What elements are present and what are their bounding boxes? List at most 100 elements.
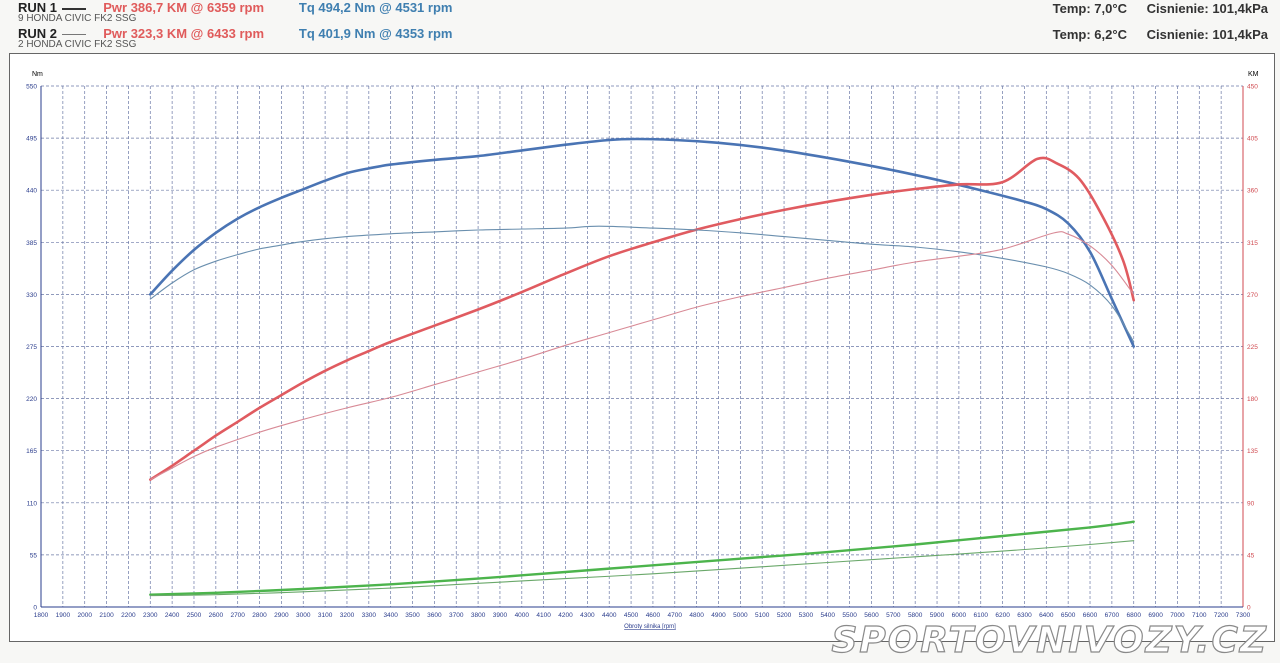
y-right-tick-label: 270: [1247, 292, 1258, 299]
x-tick-label: 5800: [908, 612, 923, 619]
x-tick-label: 2400: [165, 612, 180, 619]
x-tick-label: 2000: [77, 612, 92, 619]
y-left-tick-label: 495: [26, 136, 37, 143]
x-tick-label: 2700: [230, 612, 245, 619]
x-tick-label: 4500: [624, 612, 639, 619]
x-tick-label: 6900: [1148, 612, 1163, 619]
run1-row: RUN 1 Pwr 386,7 KM @ 6359 rpm Tq 494,2 N…: [18, 0, 452, 15]
x-tick-label: 3000: [296, 612, 311, 619]
series-line-loss-run-2: [149, 540, 1135, 597]
x-tick-label: 5300: [799, 612, 814, 619]
y-left-tick-label: 385: [26, 240, 37, 247]
x-tick-label: 6400: [1039, 612, 1054, 619]
series-line-tq-run-1: [149, 137, 1135, 348]
run1-line-swatch: [61, 7, 86, 10]
x-tick-label: 7300: [1236, 612, 1251, 619]
series-line-pwr-run-1: [149, 156, 1135, 481]
y-left-tick-label: 220: [26, 396, 37, 403]
x-tick-label: 2300: [143, 612, 158, 619]
x-tick-label: 5900: [930, 612, 945, 619]
y-left-tick-label: 330: [26, 292, 37, 299]
x-tick-label: 4400: [602, 612, 617, 619]
x-tick-label: 1800: [34, 612, 49, 619]
x-tick-label: 6500: [1061, 612, 1076, 619]
run1-temp: Temp: 7,0°C: [1052, 1, 1127, 16]
x-tick-label: 3600: [427, 612, 442, 619]
x-tick-label: 5100: [755, 612, 770, 619]
x-tick-label: 6800: [1126, 612, 1141, 619]
run1-subtitle: 9 HONDA CIVIC FK2 SSG: [18, 13, 137, 24]
run1-conditions: Temp: 7,0°C Cisnienie: 101,4kPa: [1037, 1, 1268, 16]
y-right-tick-label: 45: [1247, 552, 1255, 559]
run2-name: RUN 2: [18, 26, 58, 41]
dyno-chart-frame: 1800 1900 2000 2100 2200 2300 2400 2500 2600 2700…: [9, 53, 1275, 642]
run1-pressure: Cisnienie: 101,4kPa: [1146, 1, 1268, 16]
y-right-tick-label: 360: [1247, 188, 1258, 195]
run1-torque: Tq 494,2 Nm @ 4531 rpm: [298, 0, 453, 15]
x-tick-label: 4000: [515, 612, 530, 619]
series: [149, 137, 1135, 597]
x-tick-label: 4100: [536, 612, 551, 619]
x-tick-label: 3400: [383, 612, 398, 619]
y-right-tick-label: 180: [1247, 396, 1258, 403]
x-tick-label: 3900: [493, 612, 508, 619]
x-tick-label: 7200: [1214, 612, 1229, 619]
y-left-tick-label: 440: [26, 188, 37, 195]
x-tick-label: 6300: [1017, 612, 1032, 619]
y-left-tick-label: 110: [27, 500, 38, 507]
y-left-tick-label: 0: [33, 605, 37, 612]
x-tick-label: 3100: [318, 612, 333, 619]
x-tick-label: 4700: [668, 612, 683, 619]
series-line-pwr-run-2: [149, 231, 1135, 481]
run2-row: RUN 2 Pwr 323,3 KM @ 6433 rpm Tq 401,9 N…: [18, 26, 452, 41]
axes: 1800 1900 2000 2100 2200 2300 2400 2500 2600 2700…: [26, 84, 1258, 620]
x-tick-label: 2600: [209, 612, 224, 619]
run2-subtitle: 2 HONDA CIVIC FK2 SSG: [18, 39, 137, 50]
x-tick-label: 2500: [187, 612, 202, 619]
x-tick-label: 6700: [1105, 612, 1120, 619]
x-tick-label: 4600: [646, 612, 661, 619]
x-tick-label: 5600: [864, 612, 879, 619]
run2-pressure: Cisnienie: 101,4kPa: [1146, 27, 1268, 42]
y-right-tick-label: 225: [1247, 344, 1258, 351]
x-tick-label: 2200: [121, 612, 136, 619]
y-left-tick-label: 165: [26, 448, 37, 455]
x-tick-label: 5500: [842, 612, 857, 619]
y-right-tick-label: 315: [1247, 240, 1258, 247]
x-tick-label: 5200: [777, 612, 792, 619]
x-tick-label: 3500: [405, 612, 420, 619]
y-right-tick-label: 405: [1247, 136, 1258, 143]
y-right-tick-label: 135: [1247, 448, 1258, 455]
y-right-tick-label: 90: [1247, 500, 1255, 507]
x-tick-label: 2800: [252, 612, 267, 619]
y-right-tick-label: 0: [1247, 605, 1251, 612]
x-tick-label: 4200: [558, 612, 573, 619]
y-left-tick-label: 275: [26, 344, 37, 351]
x-tick-label: 7100: [1192, 612, 1207, 619]
watermark: SPORTOVNIVOZY.CZ: [831, 619, 1268, 661]
x-tick-label: 7000: [1170, 612, 1185, 619]
run2-line-swatch: [61, 34, 86, 36]
x-tick-label: 5400: [821, 612, 836, 619]
x-tick-label: 6200: [995, 612, 1010, 619]
x-tick-label: 2900: [274, 612, 289, 619]
grid: [40, 85, 1244, 608]
run2-power: Pwr 323,3 KM @ 6433 rpm: [103, 26, 265, 41]
series-line-loss-run-1: [149, 520, 1135, 596]
dyno-chart: 1800 1900 2000 2100 2200 2300 2400 2500 2600 2700…: [26, 71, 1259, 630]
x-tick-label: 6100: [974, 612, 989, 619]
run2-torque: Tq 401,9 Nm @ 4353 rpm: [298, 26, 453, 41]
x-tick-label: 6600: [1083, 612, 1098, 619]
y-right-tick-label: 450: [1247, 84, 1258, 91]
x-tick-label: 4300: [580, 612, 595, 619]
y-left-tick-label: 55: [30, 552, 38, 559]
run1-power: Pwr 386,7 KM @ 6359 rpm: [103, 0, 265, 15]
header: RUN 1 Pwr 386,7 KM @ 6359 rpm Tq 494,2 N…: [0, 0, 1280, 52]
x-tick-label: 2100: [99, 612, 114, 619]
y-axis-left-label: Nm: [32, 71, 43, 78]
x-tick-label: 3300: [362, 612, 377, 619]
run1-name: RUN 1: [18, 0, 58, 15]
x-tick-label: 3200: [340, 612, 355, 619]
x-tick-label: 6000: [952, 612, 967, 619]
run2-conditions: Temp: 6,2°C Cisnienie: 101,4kPa: [1037, 27, 1268, 42]
